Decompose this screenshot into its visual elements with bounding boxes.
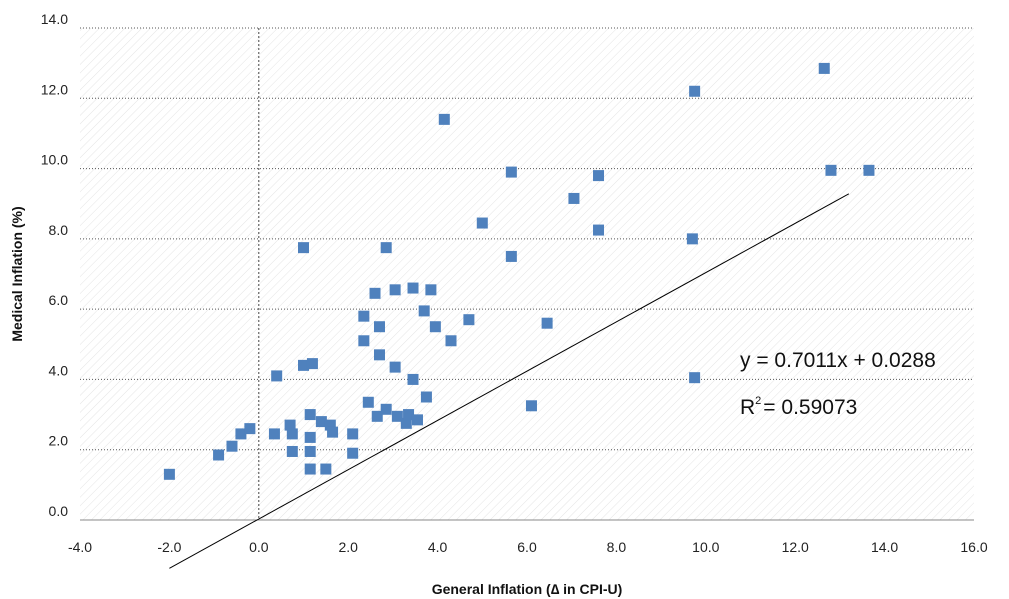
data-point xyxy=(371,410,383,422)
data-point xyxy=(568,192,580,204)
x-tick-label: 10.0 xyxy=(692,539,719,555)
data-point xyxy=(407,373,419,385)
data-point xyxy=(825,164,837,176)
y-tick-label: 14.0 xyxy=(41,11,68,27)
data-point xyxy=(358,335,370,347)
data-point xyxy=(304,445,316,457)
data-point xyxy=(445,335,457,347)
data-point xyxy=(389,361,401,373)
data-point xyxy=(213,449,225,461)
data-point xyxy=(373,349,385,361)
data-point xyxy=(306,358,318,370)
x-tick-label: 0.0 xyxy=(249,539,269,555)
data-point xyxy=(400,417,412,429)
data-point xyxy=(298,242,309,254)
data-point xyxy=(320,463,332,475)
data-point xyxy=(389,284,401,296)
data-point xyxy=(505,166,517,178)
data-point xyxy=(476,217,488,229)
data-point xyxy=(315,416,327,428)
data-point xyxy=(271,370,283,382)
data-point xyxy=(420,391,432,403)
data-point xyxy=(380,242,392,254)
trend-equation: y = 0.7011x + 0.0288 xyxy=(740,349,936,372)
y-tick-label: 10.0 xyxy=(41,152,68,168)
y-tick-label: 2.0 xyxy=(49,433,69,449)
x-tick-labels: -4.0 -2.0 0.0 2.0 4.0 6.0 8.0 10.0 12.0 14.0 16.0 xyxy=(68,539,988,555)
data-point xyxy=(818,62,830,74)
trendline xyxy=(169,193,850,569)
data-point xyxy=(418,305,430,317)
grid-lines xyxy=(80,27,974,451)
data-point xyxy=(689,372,701,384)
r-squared: R2= 0.59073 xyxy=(740,395,857,419)
data-point xyxy=(525,400,537,412)
y-tick-labels: 0.0 2.0 4.0 6.0 8.0 10.0 12.0 14.0 xyxy=(41,11,68,519)
data-point xyxy=(235,428,247,440)
data-point xyxy=(593,170,605,182)
data-point xyxy=(686,233,698,245)
data-point xyxy=(298,359,309,371)
data-point xyxy=(463,314,475,326)
r-squared-label: R xyxy=(740,396,755,419)
data-point xyxy=(411,414,423,426)
data-point xyxy=(429,321,441,333)
data-point xyxy=(362,396,374,408)
data-point xyxy=(286,445,298,457)
data-point xyxy=(403,409,415,421)
data-point xyxy=(380,403,392,415)
r-squared-value: = 0.59073 xyxy=(763,396,857,419)
x-tick-label: 8.0 xyxy=(607,539,627,555)
data-point xyxy=(304,431,316,443)
data-points xyxy=(163,62,875,480)
data-point xyxy=(689,85,701,97)
data-point xyxy=(593,224,605,236)
y-tick-label: 6.0 xyxy=(49,292,69,308)
data-point xyxy=(304,463,316,475)
x-tick-label: 14.0 xyxy=(871,539,898,555)
data-point xyxy=(407,282,419,294)
x-tick-label: 12.0 xyxy=(782,539,809,555)
y-tick-label: 4.0 xyxy=(49,362,69,378)
data-point xyxy=(347,428,359,440)
data-point xyxy=(327,426,339,438)
data-point xyxy=(369,287,381,299)
y-axis-title: Medical Inflation (%) xyxy=(9,206,25,341)
data-point xyxy=(286,428,298,440)
x-axis-title: General Inflation (∆ in CPI-U) xyxy=(432,581,623,597)
data-point xyxy=(358,310,370,322)
data-point xyxy=(304,409,316,421)
data-point xyxy=(347,447,359,459)
r-squared-exponent: 2 xyxy=(755,395,761,407)
data-point xyxy=(505,250,517,262)
data-point xyxy=(373,321,385,333)
x-tick-label: 6.0 xyxy=(517,539,537,555)
x-tick-label: 16.0 xyxy=(960,539,987,555)
data-point xyxy=(541,317,553,329)
data-point xyxy=(268,428,280,440)
plot-area xyxy=(80,28,974,520)
y-tick-label: 0.0 xyxy=(49,503,69,519)
data-point xyxy=(284,419,296,431)
data-point xyxy=(391,410,403,422)
y-tick-label: 12.0 xyxy=(41,81,68,97)
y-tick-label: 8.0 xyxy=(49,222,69,238)
data-point xyxy=(863,164,875,176)
x-tick-label: -2.0 xyxy=(157,539,181,555)
data-point xyxy=(324,419,336,431)
x-tick-label: 2.0 xyxy=(338,539,358,555)
data-point xyxy=(425,284,437,296)
data-point xyxy=(244,423,256,435)
x-tick-label: 4.0 xyxy=(428,539,448,555)
data-point xyxy=(438,113,450,125)
data-point xyxy=(226,440,238,452)
x-tick-label: -4.0 xyxy=(68,539,92,555)
data-point xyxy=(163,468,175,480)
